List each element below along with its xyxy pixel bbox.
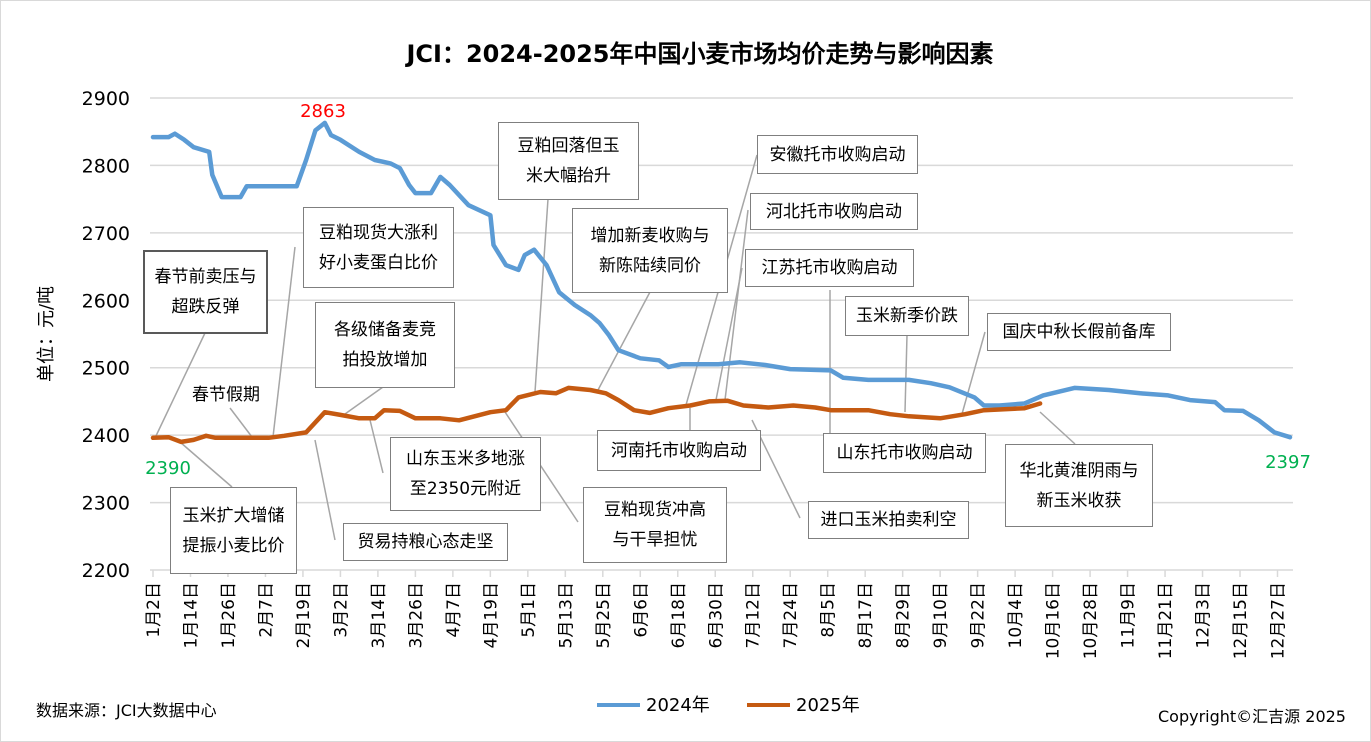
legend: 2024年 2025年 bbox=[597, 695, 860, 716]
x-tick-label: 12月3日 bbox=[1194, 582, 1214, 648]
annotation-text: 拍投放增加 bbox=[342, 350, 428, 370]
x-tick-label: 8月17日 bbox=[856, 582, 876, 648]
annotation-text: 各级储备麦竞 bbox=[334, 320, 436, 340]
series-line-2025 bbox=[150, 385, 1043, 445]
x-tick-label: 7月24日 bbox=[781, 582, 801, 648]
y-tick-label: 2400 bbox=[82, 425, 130, 447]
y-tick-label: 2800 bbox=[82, 155, 130, 177]
annotation-trader-holding: 贸易持粮心态走坚 bbox=[343, 523, 508, 561]
y-tick-label: 2300 bbox=[82, 493, 130, 515]
annotation-spring-festival-pressure: 春节前卖压与 超跌反弹 bbox=[143, 250, 268, 334]
annotation-text: 豆粕现货大涨利 bbox=[319, 222, 438, 243]
start-2025-label: 2390 bbox=[145, 458, 191, 479]
y-tick-label: 2500 bbox=[82, 358, 130, 380]
annotation-imported-corn-auction: 进口玉米拍卖利空 bbox=[808, 501, 969, 539]
x-tick-label: 1月14日 bbox=[181, 582, 201, 648]
annotation-text: 豆粕现货冲高 bbox=[604, 500, 706, 520]
x-tick-label: 1月2日 bbox=[144, 582, 164, 638]
chart-title: JCI：2024-2025年中国小麦市场均价走势与影响因素 bbox=[404, 40, 993, 68]
annotation-text: 河南托市收购启动 bbox=[611, 440, 747, 461]
series-line-2024 bbox=[150, 120, 1293, 440]
annotation-text: 华北黄淮阴雨与 bbox=[1019, 460, 1139, 481]
annotation-reserve-auction: 各级储备麦竞 拍投放增加 bbox=[315, 302, 455, 388]
y-tick-label: 2200 bbox=[82, 560, 130, 582]
annotation-text: 提振小麦比价 bbox=[182, 535, 285, 556]
x-tick-label: 4月19日 bbox=[481, 582, 501, 648]
annotation-text: 豆粕回落但玉 bbox=[517, 136, 620, 156]
x-tick-label: 9月10日 bbox=[931, 582, 951, 648]
x-tick-label: 11月9日 bbox=[1119, 582, 1139, 648]
x-tick-label: 1月26日 bbox=[219, 582, 239, 648]
annotation-text: 玉米扩大增储 bbox=[182, 505, 285, 526]
annotation-text: 河北托市收购启动 bbox=[766, 201, 902, 222]
x-tick-label: 5月25日 bbox=[594, 582, 614, 648]
x-tick-label: 11月21日 bbox=[1156, 582, 1176, 659]
x-tick-label: 10月28日 bbox=[1081, 582, 1101, 659]
copyright: Copyright©汇吉源 2025 bbox=[1158, 707, 1346, 726]
annotation-soymeal-rise: 豆粕现货大涨利 好小麦蛋白比价 bbox=[303, 207, 454, 288]
x-tick-label: 7月12日 bbox=[744, 582, 764, 648]
data-source: 数据来源：JCI大数据中心 bbox=[36, 701, 217, 720]
annotation-text: 超跌反弹 bbox=[171, 297, 240, 317]
annotation-text: 增加新麦收购与 bbox=[590, 225, 710, 246]
x-tick-label: 5月13日 bbox=[556, 582, 576, 648]
x-tick-label: 8月5日 bbox=[819, 582, 839, 638]
annotation-shandong-support: 山东托市收购启动 bbox=[823, 433, 986, 473]
x-tick-label: 12月15日 bbox=[1231, 582, 1251, 659]
x-tick-label: 12月27日 bbox=[1269, 582, 1289, 659]
annotation-text: 玉米新季价跌 bbox=[856, 306, 958, 326]
y-tick-label: 2600 bbox=[82, 290, 130, 312]
annotation-text: 春节前卖压与 bbox=[154, 267, 257, 287]
x-tick-label: 8月29日 bbox=[894, 582, 914, 648]
x-tick-label: 3月26日 bbox=[406, 582, 426, 648]
annotation-text: 新陈陆续同价 bbox=[599, 255, 701, 276]
annotation-new-corn-price-drop: 玉米新季价跌 bbox=[845, 296, 969, 336]
y-tick-label: 2900 bbox=[82, 88, 130, 110]
max-2024-label: 2863 bbox=[300, 101, 346, 122]
y-tick-label: 2700 bbox=[82, 223, 130, 245]
annotation-anhui-support: 安徽托市收购启动 bbox=[757, 135, 918, 174]
annotation-text: 江苏托市收购启动 bbox=[761, 258, 898, 278]
annotation-new-wheat-purchase: 增加新麦收购与 新陈陆续同价 bbox=[572, 208, 728, 293]
x-tick-label: 2月19日 bbox=[294, 582, 314, 648]
annotation-text: 进口玉米拍卖利空 bbox=[820, 510, 957, 530]
annotation-soymeal-fall-corn-rise: 豆粕回落但玉 米大幅抬升 bbox=[498, 122, 639, 200]
annotation-henan-support: 河南托市收购启动 bbox=[597, 430, 761, 471]
x-tick-label: 6月18日 bbox=[669, 582, 689, 648]
annotation-text: 贸易持粮心态走坚 bbox=[357, 532, 494, 552]
annotation-shandong-corn-rise: 山东玉米多地涨 至2350元附近 bbox=[390, 437, 541, 511]
annotation-holiday-stocking: 国庆中秋长假前备库 bbox=[987, 313, 1171, 351]
annotation-text: 米大幅抬升 bbox=[526, 166, 611, 186]
y-axis-label: 单位：元/吨 bbox=[36, 286, 57, 382]
x-tick-label: 9月22日 bbox=[969, 582, 989, 648]
legend-label-2025: 2025年 bbox=[796, 695, 860, 716]
x-tick-label: 6月30日 bbox=[706, 582, 726, 648]
x-tick-label: 6月6日 bbox=[631, 582, 651, 638]
annotation-corn-reserve-expansion: 玉米扩大增储 提振小麦比价 bbox=[170, 487, 297, 574]
annotation-text: 好小麦蛋白比价 bbox=[319, 252, 438, 273]
annotation-text: 与干旱担忧 bbox=[612, 530, 698, 550]
x-tick-label: 3月14日 bbox=[369, 582, 389, 648]
x-tick-label: 10月4日 bbox=[1006, 582, 1026, 648]
annotation-text: 至2350元附近 bbox=[409, 479, 522, 499]
annotation-soymeal-drought: 豆粕现货冲高 与干旱担忧 bbox=[583, 487, 727, 563]
x-tick-label: 3月2日 bbox=[331, 582, 351, 638]
x-tick-label: 5月1日 bbox=[519, 582, 539, 638]
annotation-text: 山东托市收购启动 bbox=[836, 443, 973, 463]
x-tick-label: 10月16日 bbox=[1044, 582, 1064, 659]
end-2024-label: 2397 bbox=[1265, 452, 1311, 473]
annotation-spring-festival-holiday: 春节假期 bbox=[192, 385, 260, 405]
annotation-jiangsu-support: 江苏托市收购启动 bbox=[745, 249, 914, 287]
annotation-hebei-support: 河北托市收购启动 bbox=[750, 193, 918, 230]
annotation-text: 山东玉米多地涨 bbox=[406, 449, 525, 469]
annotation-north-china-rain: 华北黄淮阴雨与 新玉米收获 bbox=[1005, 444, 1153, 527]
annotation-text: 国庆中秋长假前备库 bbox=[1002, 322, 1156, 342]
legend-label-2024: 2024年 bbox=[646, 695, 710, 716]
x-tick-label: 4月7日 bbox=[444, 582, 464, 638]
annotation-text: 新玉米收获 bbox=[1036, 490, 1122, 511]
annotation-text: 安徽托市收购启动 bbox=[769, 144, 906, 165]
x-tick-label: 2月7日 bbox=[256, 582, 276, 638]
